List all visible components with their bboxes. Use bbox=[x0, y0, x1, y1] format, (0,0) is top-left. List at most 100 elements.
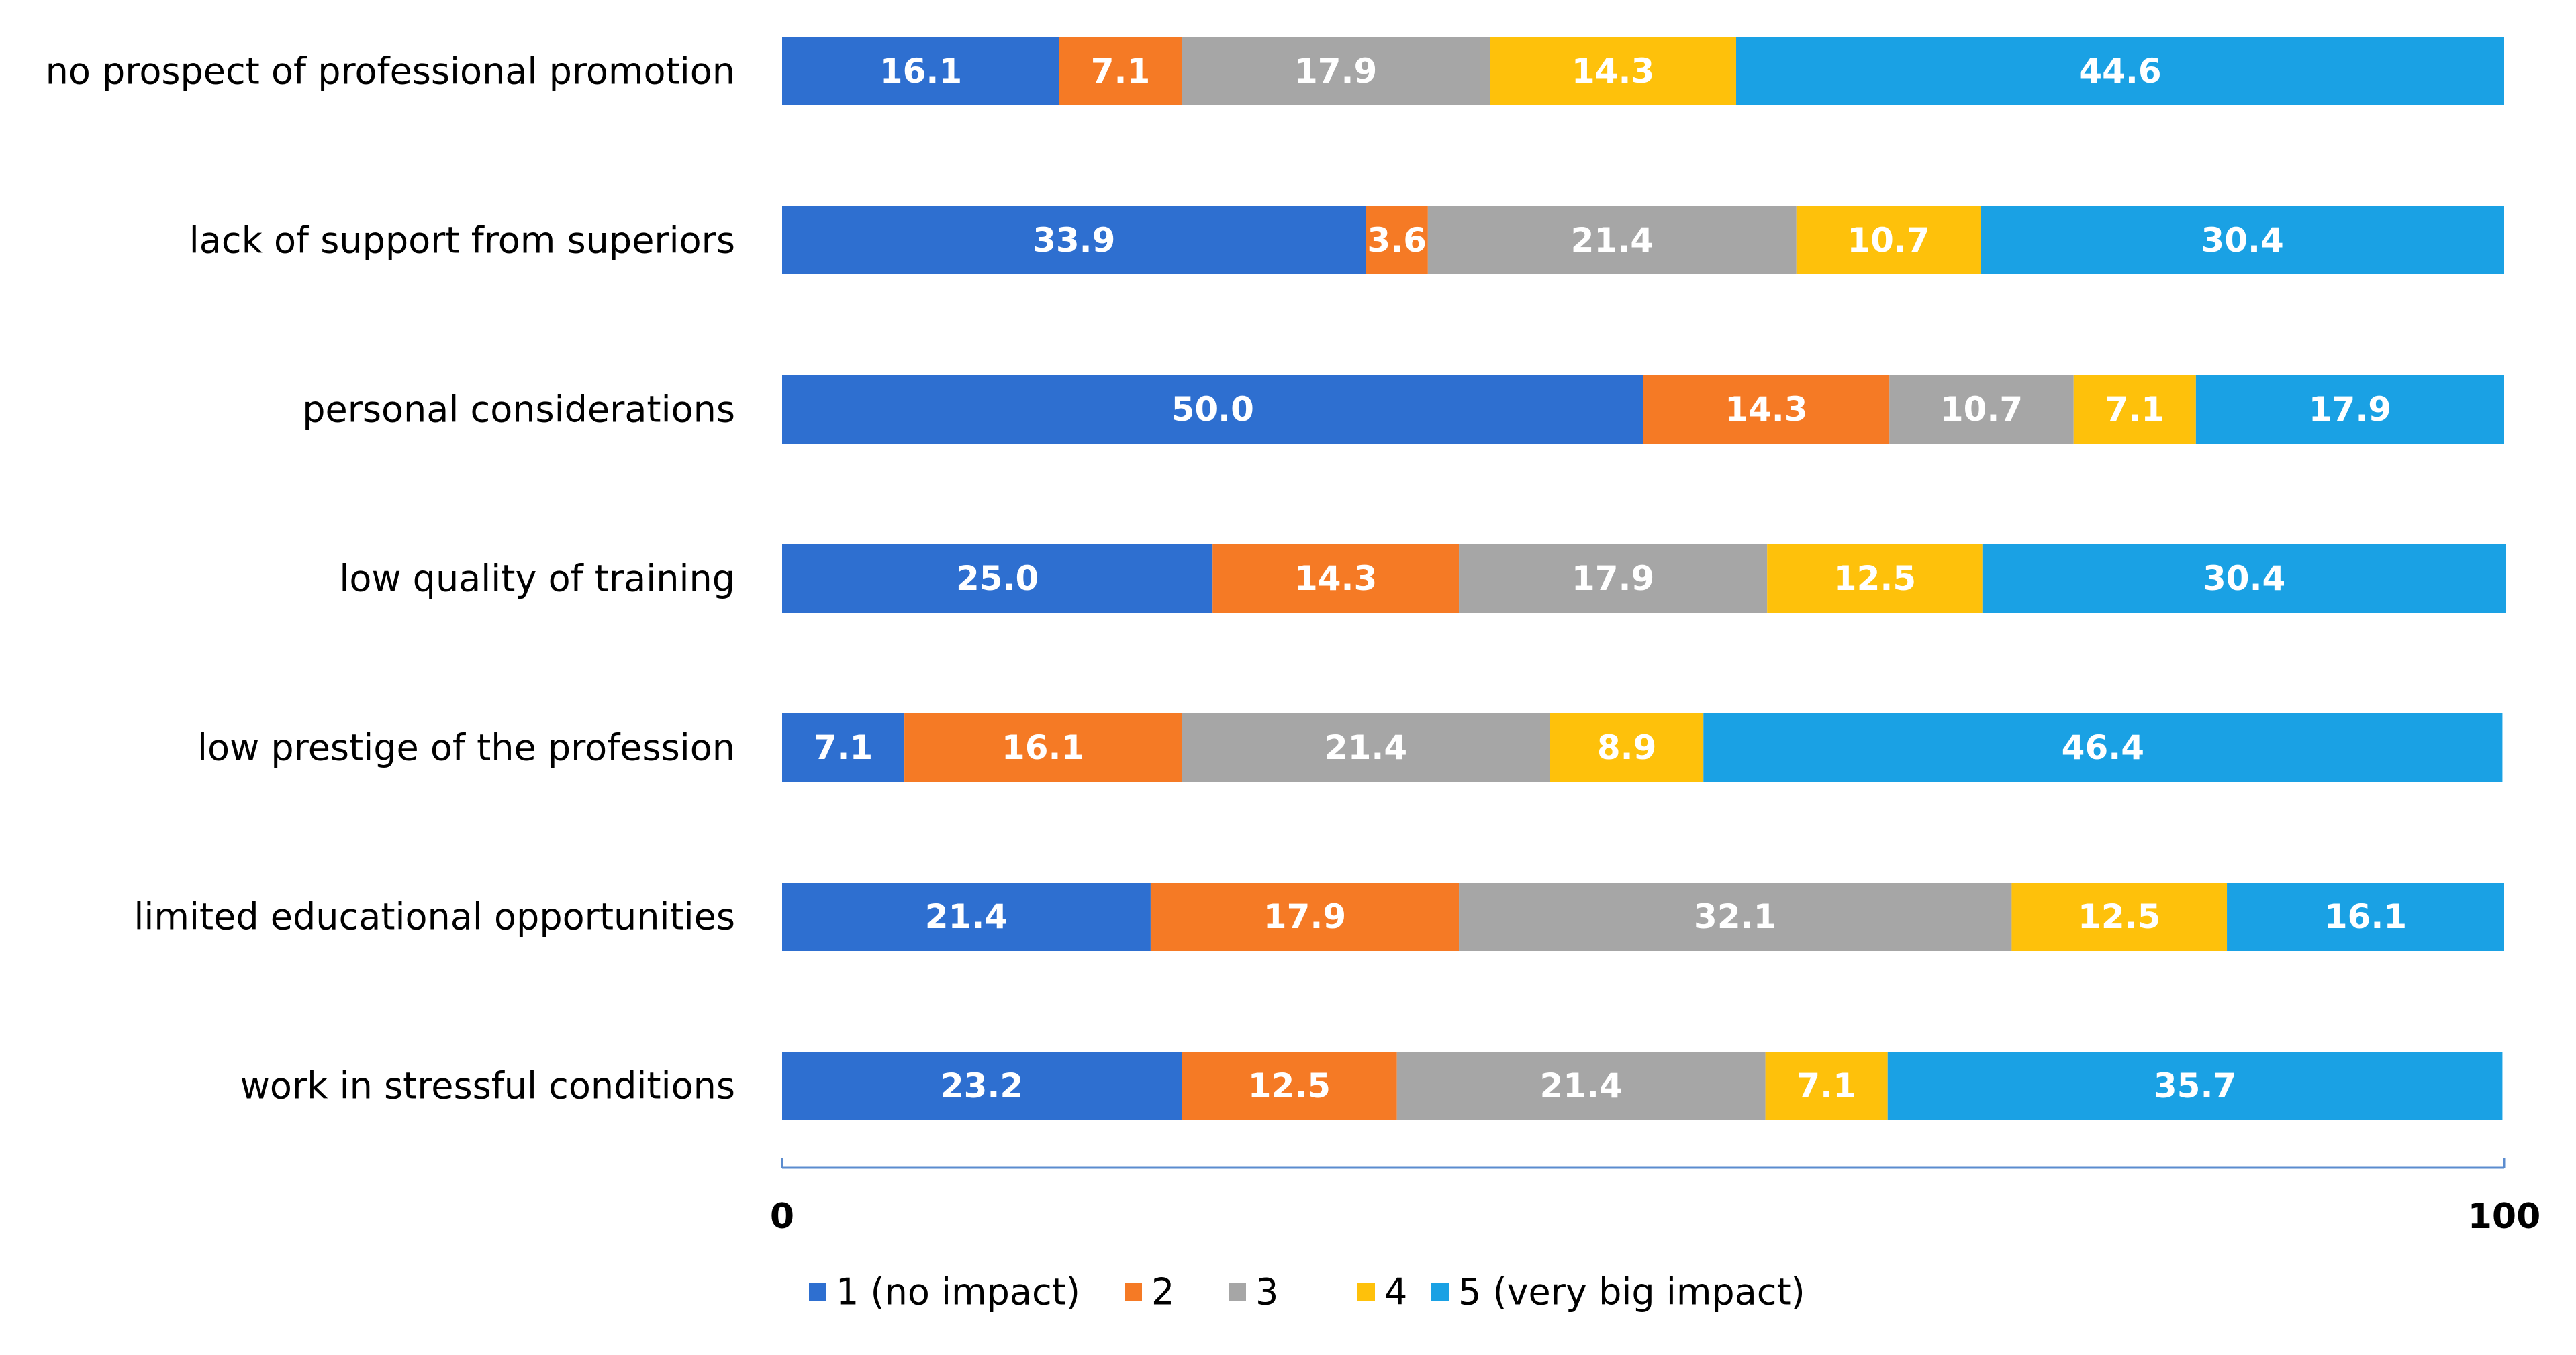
legend-label: 4 bbox=[1384, 1271, 1407, 1313]
legend-swatch bbox=[1357, 1283, 1375, 1301]
bar-segment bbox=[782, 713, 905, 782]
bar-row: 16.1 7.1 17.9 14.3 44.6 bbox=[782, 37, 2504, 105]
legend-label: 5 (very big impact) bbox=[1458, 1271, 1805, 1313]
data-label: 12.5 bbox=[1248, 1066, 1331, 1105]
legend-label: 2 bbox=[1151, 1271, 1174, 1313]
data-label: 21.4 bbox=[1325, 728, 1407, 767]
bar-segment bbox=[1459, 883, 2012, 951]
bar-row: 33.9 3.6 21.4 10.7 30.4 bbox=[782, 206, 2504, 274]
data-label: 8.9 bbox=[1597, 728, 1657, 767]
legend-item: 1 (no impact) bbox=[809, 1271, 1080, 1313]
legend-swatch bbox=[1431, 1283, 1449, 1301]
bar-segment bbox=[782, 375, 1643, 444]
legend-swatch bbox=[809, 1283, 826, 1301]
bar-segment bbox=[1981, 206, 2504, 274]
bar-segment bbox=[1982, 544, 2506, 613]
legend-label: 3 bbox=[1255, 1271, 1278, 1313]
bar-segment bbox=[904, 713, 1182, 782]
legend-label: 1 (no impact) bbox=[836, 1271, 1080, 1313]
data-label: 12.5 bbox=[2078, 897, 2160, 936]
bar-segment bbox=[1736, 37, 2504, 105]
bars-layer: 16.1 7.1 17.9 14.3 44.6 33.9 3.6 21.4 10.7 30.4 50… bbox=[782, 37, 2506, 1120]
data-label: 7.1 bbox=[1797, 1066, 1856, 1105]
category-label: low prestige of the profession bbox=[197, 727, 735, 769]
data-label: 30.4 bbox=[2201, 221, 2283, 260]
bar-segment bbox=[782, 1052, 1182, 1120]
category-label: low quality of training bbox=[339, 558, 735, 600]
data-label: 7.1 bbox=[814, 728, 873, 767]
bar-segment bbox=[1767, 544, 1983, 613]
bar-segment bbox=[782, 37, 1059, 105]
data-label: 16.1 bbox=[879, 52, 962, 91]
data-label: 23.2 bbox=[941, 1066, 1023, 1105]
bar-row: 25.0 14.3 17.9 12.5 30.4 bbox=[782, 544, 2506, 613]
data-label: 25.0 bbox=[956, 559, 1039, 598]
x-axis: 0 100 bbox=[770, 1158, 2540, 1237]
data-label: 16.1 bbox=[2324, 897, 2407, 936]
bar-row: 23.2 12.5 21.4 7.1 35.7 bbox=[782, 1052, 2503, 1120]
bar-segment bbox=[2227, 883, 2504, 951]
bar-segment bbox=[1182, 37, 1490, 105]
category-label: work in stressful conditions bbox=[240, 1065, 735, 1107]
data-label: 32.1 bbox=[1694, 897, 1776, 936]
bar-row: 7.1 16.1 21.4 8.9 46.4 bbox=[782, 713, 2503, 782]
bar-segment bbox=[1182, 713, 1550, 782]
data-label: 30.4 bbox=[2203, 559, 2285, 598]
data-label: 12.5 bbox=[1833, 559, 1916, 598]
bar-segment bbox=[1643, 375, 1890, 444]
data-label: 14.3 bbox=[1572, 52, 1654, 91]
bar-segment bbox=[1765, 1052, 1888, 1120]
bar-row: 50.0 14.3 10.7 7.1 17.9 bbox=[782, 375, 2504, 444]
bar-segment bbox=[1549, 713, 1704, 782]
bar-segment bbox=[1150, 883, 1460, 951]
data-label: 46.4 bbox=[2062, 728, 2144, 767]
bar-segment bbox=[1059, 37, 1182, 105]
legend-item: 4 bbox=[1357, 1271, 1407, 1313]
data-label: 17.9 bbox=[1263, 897, 1346, 936]
data-label: 3.6 bbox=[1367, 221, 1427, 260]
data-label: 17.9 bbox=[2309, 390, 2391, 429]
bar-segment bbox=[1887, 1052, 2503, 1120]
bar-segment bbox=[782, 883, 1151, 951]
data-label: 21.4 bbox=[1571, 221, 1654, 260]
data-label: 10.7 bbox=[1940, 390, 2023, 429]
bar-segment bbox=[1796, 206, 1981, 274]
bar-segment bbox=[1212, 544, 1460, 613]
data-label: 17.9 bbox=[1294, 52, 1377, 91]
data-label: 7.1 bbox=[2105, 390, 2165, 429]
bar-segment bbox=[1490, 37, 1737, 105]
data-label: 44.6 bbox=[2079, 52, 2161, 91]
bar-segment bbox=[1459, 544, 1768, 613]
data-label: 50.0 bbox=[1172, 390, 1254, 429]
bar-row: 21.4 17.9 32.1 12.5 16.1 bbox=[782, 883, 2504, 951]
legend-item: 3 bbox=[1229, 1271, 1278, 1313]
bar-segment bbox=[1889, 375, 2074, 444]
data-label: 17.9 bbox=[1572, 559, 1654, 598]
x-tick-label: 0 bbox=[770, 1197, 794, 1237]
data-label: 21.4 bbox=[925, 897, 1008, 936]
bar-segment bbox=[782, 544, 1213, 613]
data-label: 35.7 bbox=[2154, 1066, 2236, 1105]
category-label: personal considerations bbox=[302, 389, 735, 431]
bar-segment bbox=[2073, 375, 2196, 444]
bar-segment bbox=[1182, 1052, 1397, 1120]
x-tick-label: 100 bbox=[2468, 1197, 2541, 1237]
category-label: limited educational opportunities bbox=[134, 896, 735, 938]
bar-segment bbox=[782, 206, 1366, 274]
legend-swatch bbox=[1229, 1283, 1246, 1301]
bar-segment bbox=[1427, 206, 1797, 274]
data-label: 10.7 bbox=[1847, 221, 1929, 260]
legend: 1 (no impact) 2 3 4 5 (very big impact) bbox=[809, 1271, 1805, 1313]
bar-segment bbox=[2195, 375, 2504, 444]
data-label: 14.3 bbox=[1294, 559, 1377, 598]
legend-swatch bbox=[1125, 1283, 1142, 1301]
category-label: lack of support from superiors bbox=[189, 219, 735, 262]
bar-segment bbox=[1366, 206, 1428, 274]
legend-item: 2 bbox=[1125, 1271, 1174, 1313]
data-label: 21.4 bbox=[1539, 1066, 1622, 1105]
data-label: 7.1 bbox=[1091, 52, 1151, 91]
bar-segment bbox=[2011, 883, 2228, 951]
data-label: 33.9 bbox=[1033, 221, 1115, 260]
